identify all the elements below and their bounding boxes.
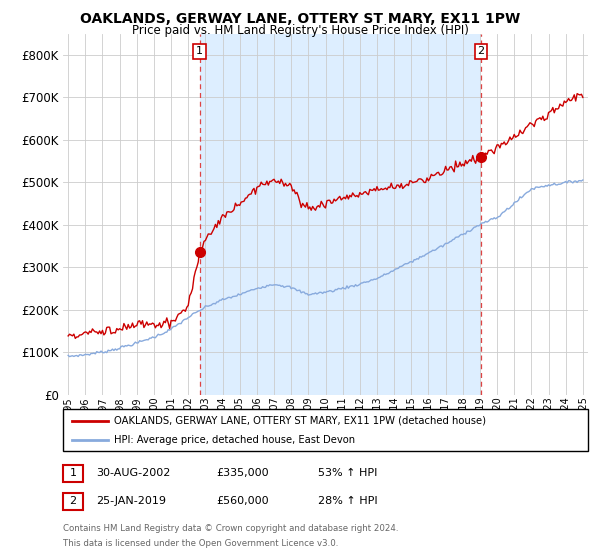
Text: Contains HM Land Registry data © Crown copyright and database right 2024.: Contains HM Land Registry data © Crown c… bbox=[63, 524, 398, 533]
Text: £560,000: £560,000 bbox=[216, 496, 269, 506]
Text: 2: 2 bbox=[70, 496, 76, 506]
Text: 2: 2 bbox=[478, 46, 485, 57]
Text: £335,000: £335,000 bbox=[216, 468, 269, 478]
Text: This data is licensed under the Open Government Licence v3.0.: This data is licensed under the Open Gov… bbox=[63, 539, 338, 548]
Text: Price paid vs. HM Land Registry's House Price Index (HPI): Price paid vs. HM Land Registry's House … bbox=[131, 24, 469, 36]
Bar bbox=[200, 34, 481, 395]
Text: 53% ↑ HPI: 53% ↑ HPI bbox=[318, 468, 377, 478]
Text: OAKLANDS, GERWAY LANE, OTTERY ST MARY, EX11 1PW: OAKLANDS, GERWAY LANE, OTTERY ST MARY, E… bbox=[80, 12, 520, 26]
Text: OAKLANDS, GERWAY LANE, OTTERY ST MARY, EX11 1PW (detached house): OAKLANDS, GERWAY LANE, OTTERY ST MARY, E… bbox=[114, 416, 486, 426]
Text: 25-JAN-2019: 25-JAN-2019 bbox=[96, 496, 166, 506]
Text: 1: 1 bbox=[196, 46, 203, 57]
Text: 28% ↑ HPI: 28% ↑ HPI bbox=[318, 496, 377, 506]
Text: HPI: Average price, detached house, East Devon: HPI: Average price, detached house, East… bbox=[114, 435, 355, 445]
Text: 1: 1 bbox=[70, 468, 76, 478]
Text: 30-AUG-2002: 30-AUG-2002 bbox=[96, 468, 170, 478]
